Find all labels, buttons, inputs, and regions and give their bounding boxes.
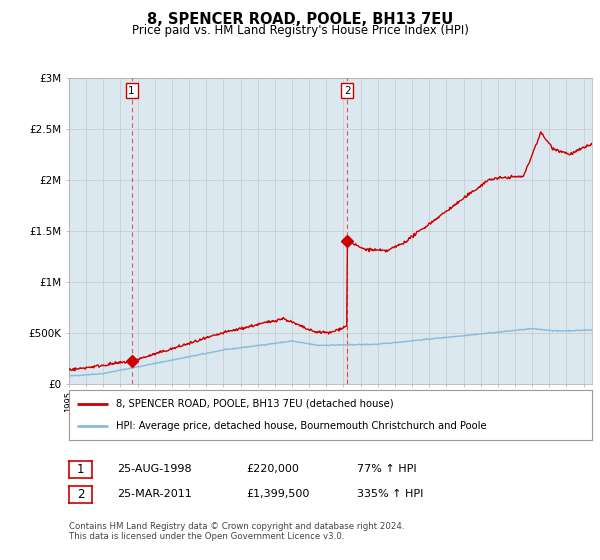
- Text: This data is licensed under the Open Government Licence v3.0.: This data is licensed under the Open Gov…: [69, 532, 344, 541]
- Text: 1: 1: [128, 86, 135, 96]
- Text: 77% ↑ HPI: 77% ↑ HPI: [357, 464, 416, 474]
- Text: Price paid vs. HM Land Registry's House Price Index (HPI): Price paid vs. HM Land Registry's House …: [131, 24, 469, 36]
- Text: 8, SPENCER ROAD, POOLE, BH13 7EU: 8, SPENCER ROAD, POOLE, BH13 7EU: [147, 12, 453, 27]
- Text: 25-AUG-1998: 25-AUG-1998: [117, 464, 191, 474]
- Text: 2: 2: [344, 86, 351, 96]
- Text: £220,000: £220,000: [246, 464, 299, 474]
- Text: 335% ↑ HPI: 335% ↑ HPI: [357, 489, 424, 499]
- Text: 1: 1: [77, 463, 84, 476]
- Text: Contains HM Land Registry data © Crown copyright and database right 2024.: Contains HM Land Registry data © Crown c…: [69, 522, 404, 531]
- Text: 8, SPENCER ROAD, POOLE, BH13 7EU (detached house): 8, SPENCER ROAD, POOLE, BH13 7EU (detach…: [116, 399, 394, 409]
- Text: 2: 2: [77, 488, 84, 501]
- Text: 25-MAR-2011: 25-MAR-2011: [117, 489, 192, 499]
- Text: HPI: Average price, detached house, Bournemouth Christchurch and Poole: HPI: Average price, detached house, Bour…: [116, 421, 487, 431]
- Text: £1,399,500: £1,399,500: [246, 489, 310, 499]
